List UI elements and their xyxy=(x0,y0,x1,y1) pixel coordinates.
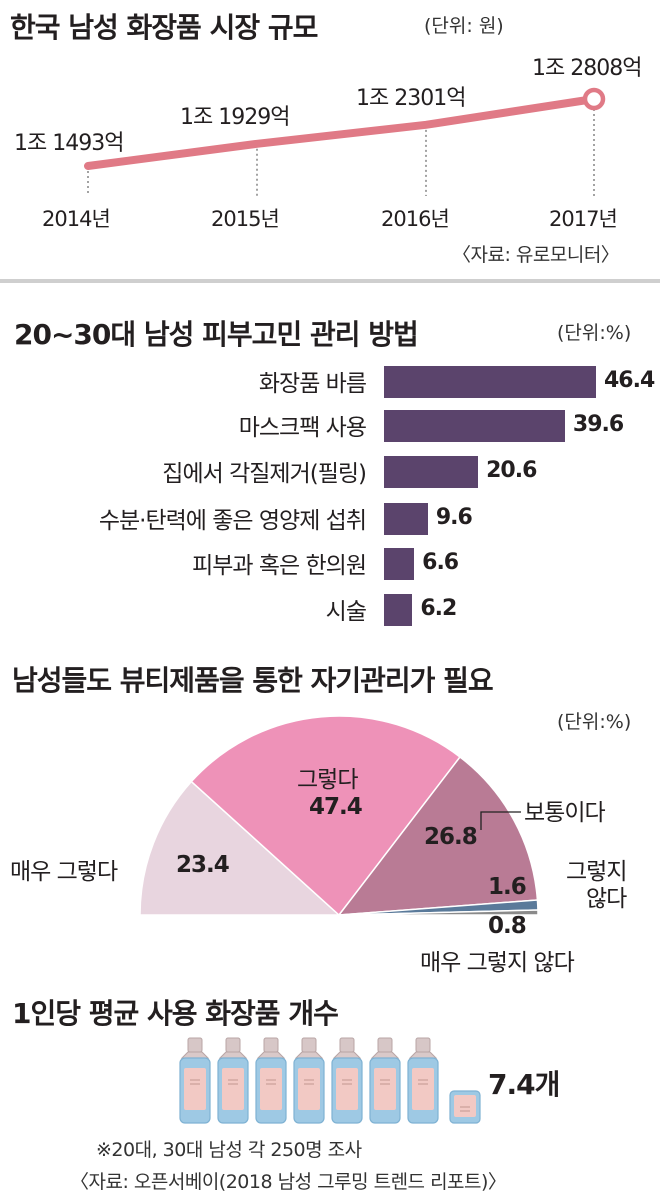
pie-label-agree: 그렇다 xyxy=(297,767,358,793)
bar-value: 46.4 xyxy=(604,368,655,393)
bottle-icon xyxy=(331,1037,363,1124)
bar xyxy=(384,548,415,580)
bar xyxy=(384,503,428,535)
cosmetics-count-title: 1인당 평균 사용 화장품 개수 xyxy=(12,997,339,1030)
pie-slice-neutral xyxy=(337,755,539,916)
partial-bottle-icon xyxy=(449,1090,481,1124)
bar xyxy=(384,410,565,442)
pie-label-neutral: 보통이다 xyxy=(524,800,606,826)
value-label-2016: 1조 2301억 xyxy=(356,86,466,111)
end-point-marker xyxy=(582,87,606,111)
skin-care-unit: (단위:%) xyxy=(557,322,632,344)
bar-label: 수분·탄력에 좋은 영양제 섭취 xyxy=(98,508,367,534)
market-size-line xyxy=(84,95,598,170)
market-size-title: 한국 남성 화장품 시장 규모 xyxy=(10,11,318,44)
bottle-icon xyxy=(293,1037,325,1124)
value-label-2017: 1조 2808억 xyxy=(532,56,642,81)
skin-care-title: 20~30대 남성 피부고민 관리 방법 xyxy=(14,318,419,351)
bottle-icon xyxy=(369,1037,401,1124)
survey-note: ※20대, 30대 남성 각 250명 조사 xyxy=(96,1139,362,1161)
bar xyxy=(384,366,596,398)
year-label-2016: 2016년 xyxy=(381,207,450,231)
neutral-leader-line xyxy=(480,811,521,830)
bar-value: 20.6 xyxy=(486,458,537,483)
bottle-icon xyxy=(255,1037,287,1124)
pie-label-disagree-line1: 그렇지 xyxy=(566,859,627,885)
pie-label-disagree-line2: 않다 xyxy=(586,886,627,912)
pie-label-strongly-disagree: 매우 그렇지 않다 xyxy=(420,950,575,976)
bar xyxy=(384,456,479,488)
bar-label: 화장품 바름 xyxy=(258,371,367,397)
bar-label: 집에서 각질제거(필링) xyxy=(162,461,367,487)
market-size-unit: (단위: 원) xyxy=(424,15,504,37)
bar-value: 39.6 xyxy=(572,412,624,437)
pie-value-agree: 47.4 xyxy=(309,794,363,820)
pie-value-strongly-disagree: 0.8 xyxy=(488,913,527,939)
beauty-need-unit: (단위:%) xyxy=(557,711,632,733)
bar-value: 6.2 xyxy=(420,596,457,621)
bar-value: 9.6 xyxy=(435,505,473,530)
pie-slice-agree xyxy=(190,715,462,917)
bottle-icon xyxy=(217,1037,249,1124)
year-label-2017: 2017년 xyxy=(549,207,618,231)
pie-value-strongly-agree: 23.4 xyxy=(176,852,230,878)
bar-value: 6.6 xyxy=(422,550,459,575)
bar xyxy=(384,594,413,626)
bar-label: 마스크팩 사용 xyxy=(238,415,367,441)
bar-label: 피부과 혹은 한의원 xyxy=(192,553,367,579)
section-divider xyxy=(0,279,660,283)
value-label-2015: 1조 1929억 xyxy=(180,105,290,130)
value-label-2014: 1조 1493억 xyxy=(14,131,124,156)
year-label-2014: 2014년 xyxy=(42,207,111,231)
pie-slice-strongly-disagree xyxy=(338,909,539,916)
pie-value-disagree: 1.6 xyxy=(488,874,527,900)
pie-value-neutral: 26.8 xyxy=(424,824,478,850)
survey-source: 〈자료: 오픈서베이(2018 남성 그루밍 트렌드 리포트)〉 xyxy=(70,1171,507,1193)
pie-label-strongly-agree: 매우 그렇다 xyxy=(10,859,118,885)
bar-label: 시술 xyxy=(325,599,367,625)
beauty-need-pie-chart xyxy=(139,715,539,917)
pie-slice-strongly-agree xyxy=(139,780,341,916)
cosmetics-count-value: 7.4개 xyxy=(488,1068,560,1101)
beauty-need-title: 남성들도 뷰티제품을 통한 자기관리가 필요 xyxy=(12,664,494,697)
year-label-2015: 2015년 xyxy=(211,207,280,231)
bottle-icon xyxy=(179,1037,211,1124)
market-size-source: 〈자료: 유로모니터〉 xyxy=(452,244,620,266)
market-size-line-chart xyxy=(84,87,606,196)
bottle-icon xyxy=(407,1037,439,1124)
